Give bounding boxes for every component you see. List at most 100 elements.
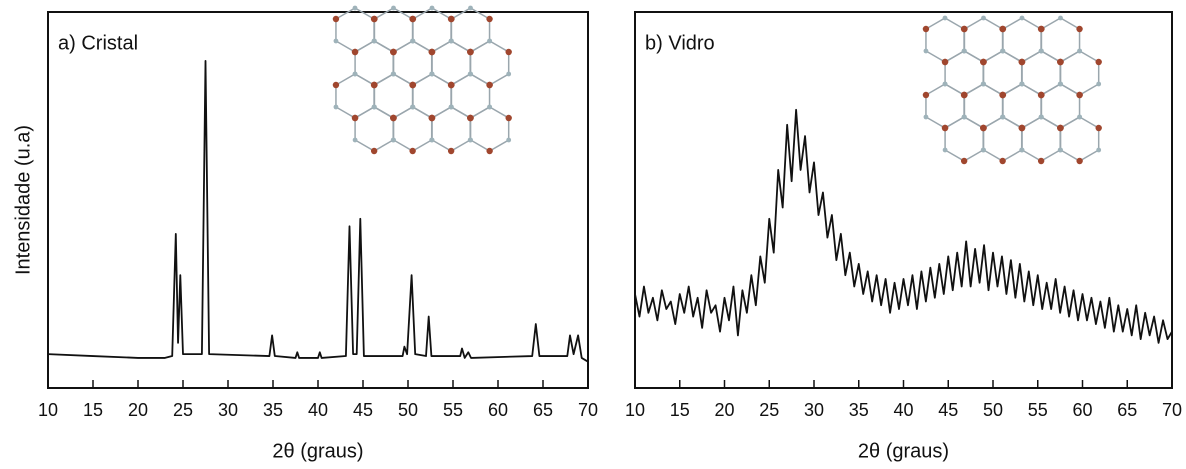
atom xyxy=(923,48,929,54)
atom xyxy=(352,5,358,11)
atom xyxy=(448,104,454,110)
atom xyxy=(1038,48,1044,54)
atom xyxy=(429,5,435,11)
bond xyxy=(1021,116,1061,162)
bond xyxy=(412,73,452,119)
x-tick-label: 70 xyxy=(1162,400,1182,420)
molecule-inset xyxy=(922,15,1102,165)
bond xyxy=(450,73,491,119)
atom xyxy=(391,5,396,11)
atom xyxy=(333,104,339,110)
atom xyxy=(1000,48,1006,54)
atom xyxy=(448,81,455,89)
atom xyxy=(1038,114,1044,120)
bond xyxy=(354,40,394,86)
atom xyxy=(371,15,378,23)
data-line xyxy=(634,108,1173,344)
atom xyxy=(506,137,512,143)
atom xyxy=(981,81,986,87)
bond xyxy=(1021,50,1061,96)
atom xyxy=(942,147,948,153)
atom xyxy=(981,15,986,21)
plot-frame xyxy=(634,11,1173,389)
atom xyxy=(468,5,473,11)
atom xyxy=(467,114,474,122)
bond xyxy=(944,116,984,162)
atom xyxy=(999,25,1007,33)
atom xyxy=(487,104,493,110)
bond xyxy=(1040,83,1081,129)
bond xyxy=(469,106,510,152)
atom xyxy=(409,15,417,23)
atom xyxy=(1019,15,1025,21)
atom xyxy=(961,91,968,99)
bond xyxy=(373,73,414,119)
atom xyxy=(1018,58,1026,66)
atom xyxy=(371,38,377,44)
atom xyxy=(1077,114,1083,120)
atom xyxy=(1019,81,1025,87)
x-tick-label: 25 xyxy=(173,400,193,420)
bond xyxy=(1002,17,1042,63)
x-tick-label: 40 xyxy=(893,400,913,420)
x-tick-label: 25 xyxy=(759,400,779,420)
atom xyxy=(1038,91,1045,99)
atom xyxy=(1076,25,1083,33)
atom xyxy=(429,71,435,77)
x-tick-label: 15 xyxy=(670,400,690,420)
x-tick-label: 20 xyxy=(714,400,734,420)
atom xyxy=(409,81,417,89)
bond xyxy=(392,106,433,152)
atom xyxy=(1057,58,1064,66)
molecule-inset xyxy=(332,5,512,155)
y-axis-label: Intensidade (u.a) xyxy=(12,125,34,275)
atom xyxy=(487,38,493,44)
atom xyxy=(505,114,512,122)
atom xyxy=(391,137,396,143)
atom xyxy=(1000,114,1006,120)
x-tick-label: 65 xyxy=(1117,400,1137,420)
atom xyxy=(391,71,396,77)
x-tick-label: 55 xyxy=(1028,400,1048,420)
atom xyxy=(447,147,455,155)
atom xyxy=(332,15,340,23)
x-tick-label: 15 xyxy=(83,400,103,420)
bond xyxy=(354,106,394,152)
atom xyxy=(352,137,358,143)
atom xyxy=(1076,157,1083,165)
atom xyxy=(981,147,986,153)
bond xyxy=(925,17,965,63)
atom xyxy=(448,15,455,23)
bond xyxy=(1040,17,1081,63)
bond xyxy=(1002,83,1042,129)
x-tick-label: 30 xyxy=(218,400,238,420)
bond xyxy=(925,83,965,129)
atom xyxy=(941,58,949,66)
atom xyxy=(999,157,1006,165)
bond xyxy=(431,40,471,86)
x-tick-label: 50 xyxy=(398,400,418,420)
atom xyxy=(961,114,967,120)
bond xyxy=(963,83,1004,129)
x-tick-label: 35 xyxy=(849,400,869,420)
x-tick-label: 65 xyxy=(533,400,553,420)
atom xyxy=(505,48,512,56)
x-tick-label: 50 xyxy=(983,400,1003,420)
x-tick-label: 35 xyxy=(263,400,283,420)
atom xyxy=(941,124,949,132)
x-axis-label: 2θ (graus) xyxy=(272,440,363,462)
atom xyxy=(961,48,967,54)
bond xyxy=(431,106,471,152)
bond xyxy=(335,7,375,53)
x-tick-label: 30 xyxy=(804,400,824,420)
atom xyxy=(1037,157,1045,165)
bond xyxy=(335,73,375,119)
bond xyxy=(450,7,491,53)
bond xyxy=(373,7,414,53)
atom xyxy=(410,104,416,110)
panel-label: a) Cristal xyxy=(58,32,138,54)
bond xyxy=(944,50,984,96)
atom xyxy=(468,71,473,77)
atom xyxy=(351,48,359,56)
